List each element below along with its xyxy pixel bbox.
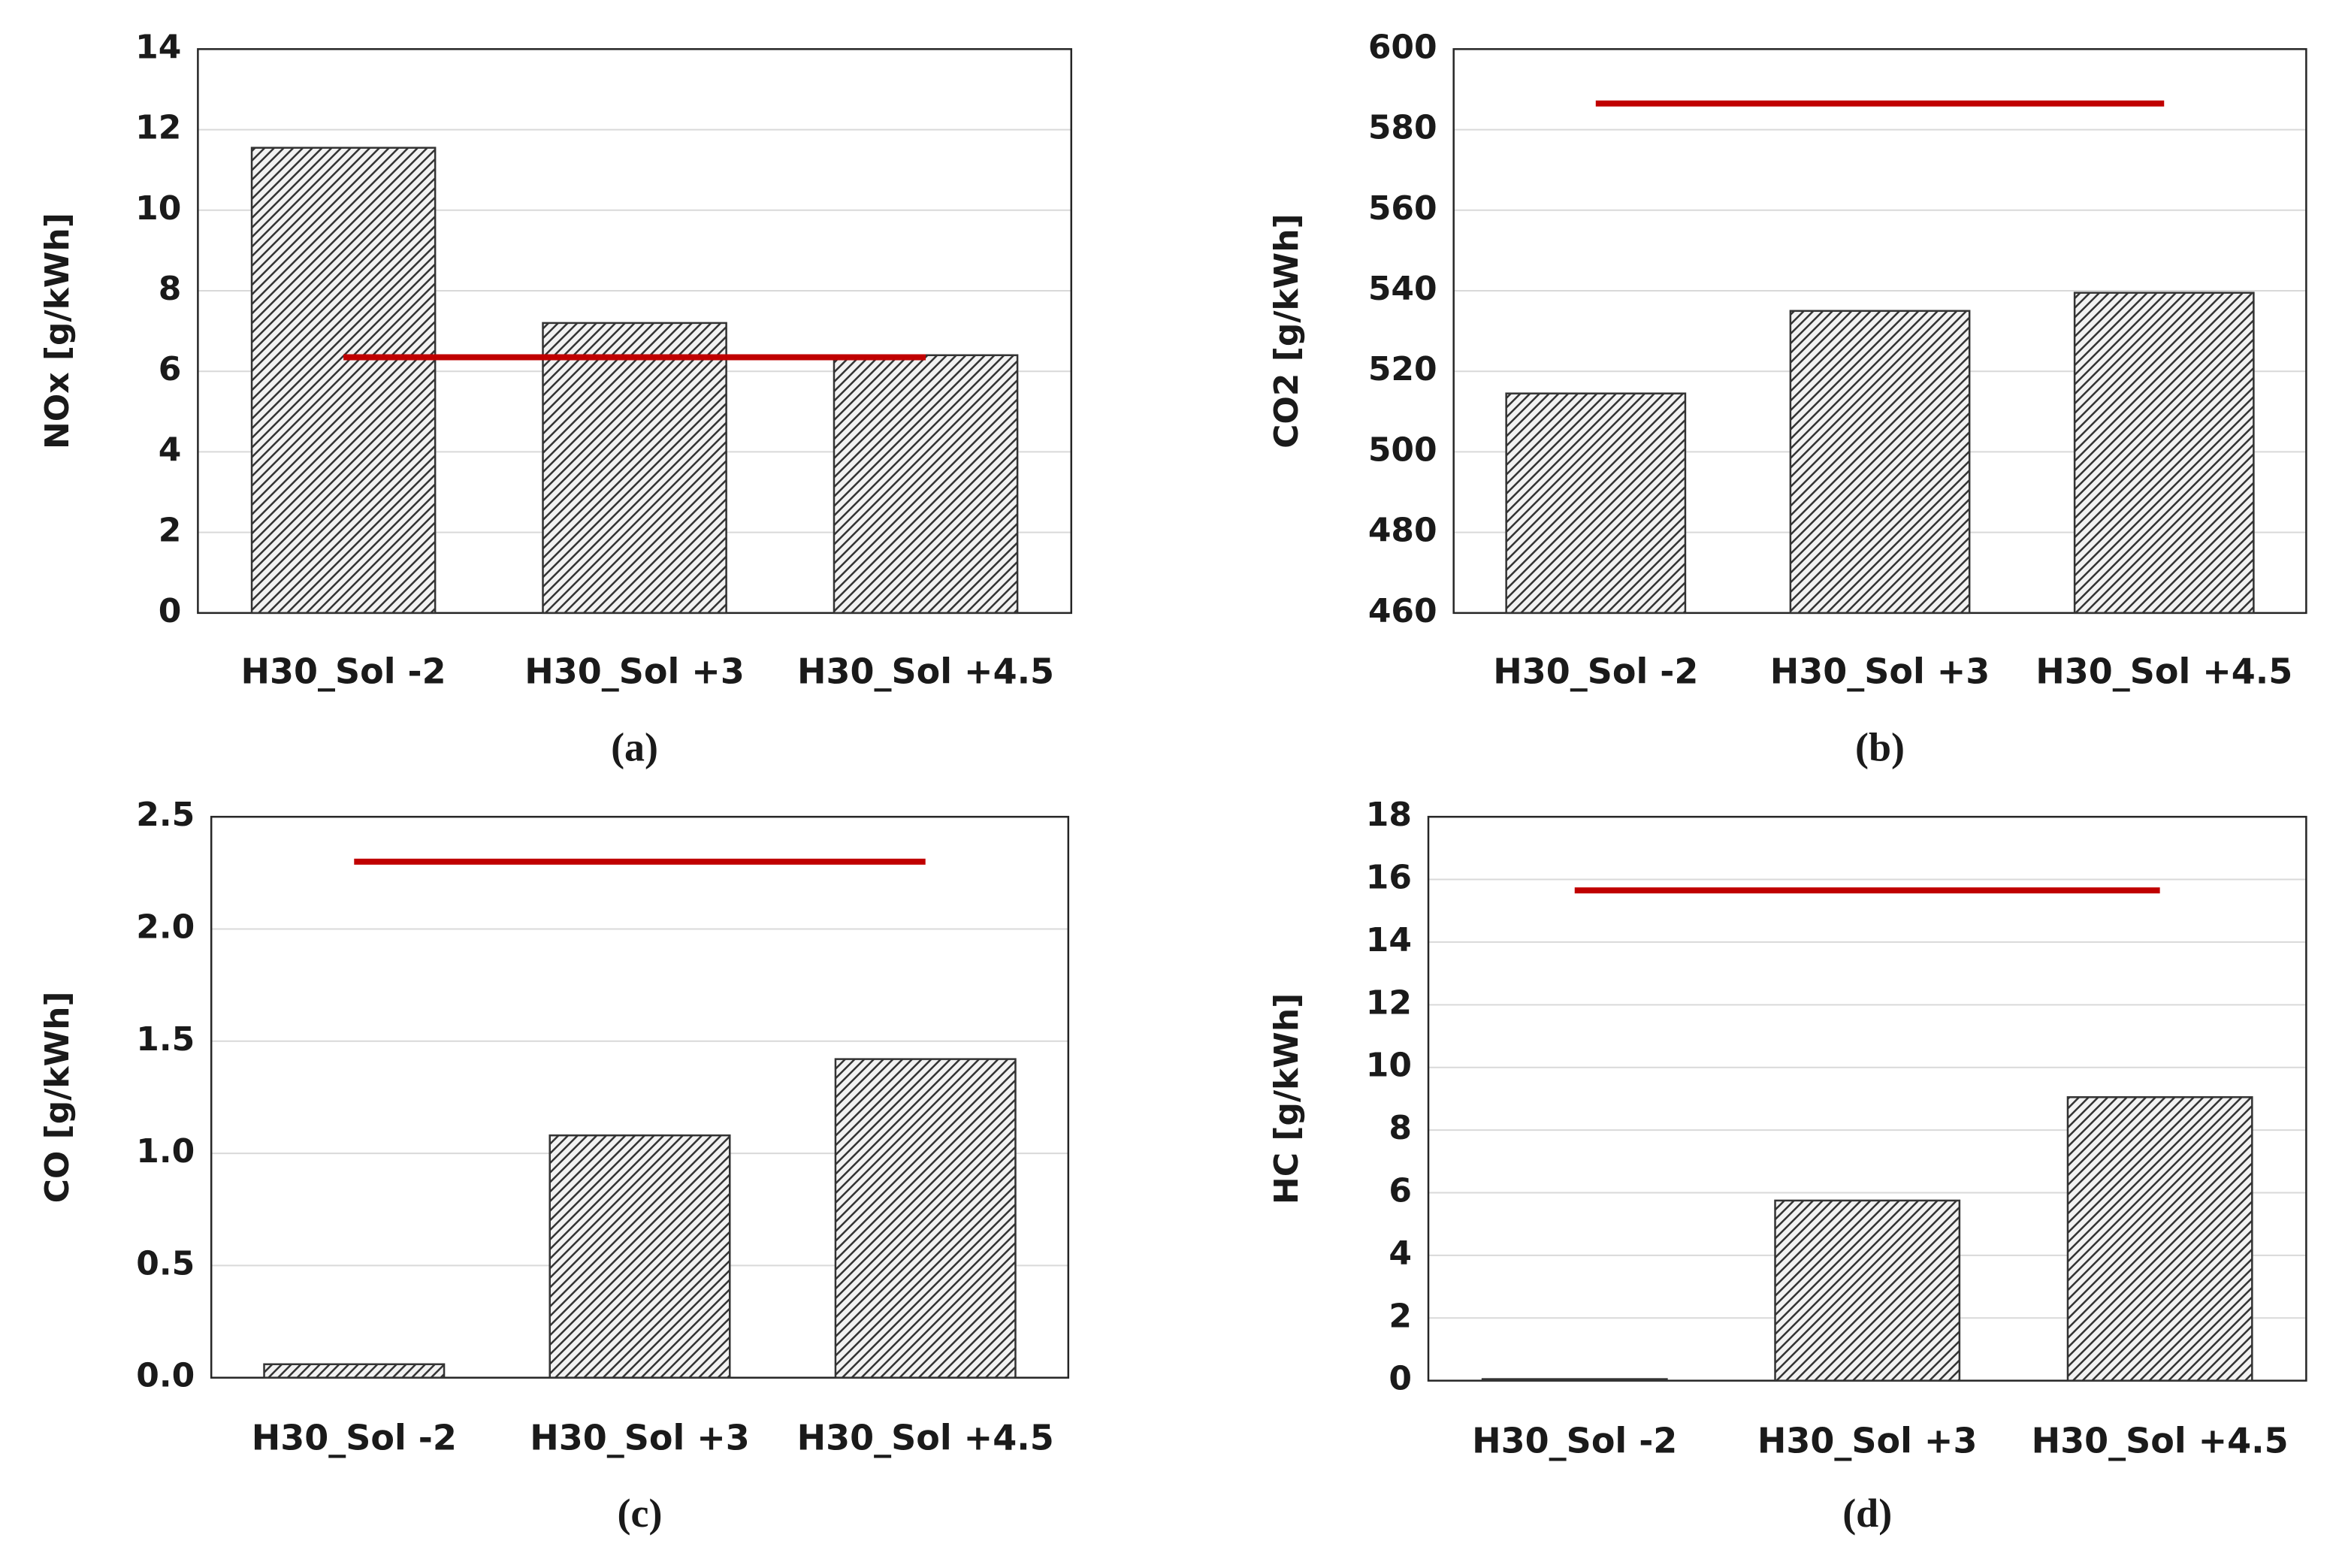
bar xyxy=(542,322,727,615)
y-tick-label: 12 xyxy=(1366,983,1412,1022)
bar xyxy=(548,1134,731,1379)
panel-caption: (a) xyxy=(611,724,658,769)
y-tick-label: 1.0 xyxy=(136,1132,195,1171)
y-tick-label: 10 xyxy=(1366,1047,1412,1085)
bar xyxy=(1774,1199,1961,1382)
x-tick-label: H30_Sol +3 xyxy=(524,651,745,692)
x-tick-label: H30_Sol +4.5 xyxy=(2035,651,2292,692)
x-tick-label: H30_Sol +3 xyxy=(530,1417,750,1458)
y-tick-label: 6 xyxy=(159,350,182,388)
y-tick-label: 0 xyxy=(1389,1360,1412,1398)
y-tick-label: 6 xyxy=(1389,1171,1412,1210)
y-tick-label: 8 xyxy=(1389,1109,1412,1147)
y-tick-label: 540 xyxy=(1368,270,1437,308)
y-tick-label: 18 xyxy=(1366,796,1412,834)
x-tick-label: H30_Sol +4.5 xyxy=(797,651,1054,692)
bar xyxy=(2066,1096,2253,1382)
bar xyxy=(2073,292,2255,615)
bar xyxy=(1481,1378,1668,1382)
bar xyxy=(250,147,437,615)
y-tick-label: 600 xyxy=(1368,28,1437,66)
y-tick-label: 4 xyxy=(159,431,182,469)
y-tick-label: 2 xyxy=(1389,1297,1412,1335)
y-tick-label: 460 xyxy=(1368,592,1437,630)
bar xyxy=(263,1363,446,1379)
y-axis-title: CO [g/kWh] xyxy=(38,991,77,1203)
x-tick-label: H30_Sol +4.5 xyxy=(2032,1420,2289,1461)
panel-caption: (b) xyxy=(1855,724,1905,769)
y-tick-label: 8 xyxy=(159,270,182,308)
y-tick-label: 480 xyxy=(1368,512,1437,550)
y-tick-label: 0 xyxy=(159,592,182,630)
x-tick-label: H30_Sol +3 xyxy=(1770,651,1990,692)
panel-caption: (c) xyxy=(618,1491,663,1536)
panel-caption: (d) xyxy=(1842,1491,1892,1536)
y-axis-title: NOx [g/kWh] xyxy=(38,213,77,449)
y-tick-label: 2.5 xyxy=(136,796,195,834)
x-tick-label: H30_Sol -2 xyxy=(1472,1420,1677,1461)
y-tick-label: 580 xyxy=(1368,109,1437,147)
bar xyxy=(834,1058,1017,1379)
x-tick-label: H30_Sol -2 xyxy=(241,651,446,692)
x-tick-label: H30_Sol -2 xyxy=(252,1417,457,1458)
y-tick-label: 0.0 xyxy=(136,1357,195,1395)
y-axis-title: HC [g/kWh] xyxy=(1268,993,1306,1204)
y-tick-label: 560 xyxy=(1368,189,1437,228)
y-tick-label: 16 xyxy=(1366,859,1412,897)
y-tick-label: 14 xyxy=(1366,921,1412,959)
y-tick-label: 4 xyxy=(1389,1234,1412,1273)
bar xyxy=(833,354,1019,615)
y-tick-label: 12 xyxy=(135,109,181,147)
x-tick-label: H30_Sol +3 xyxy=(1757,1420,1978,1461)
bar xyxy=(1789,310,1971,615)
bar xyxy=(1505,392,1687,615)
y-tick-label: 500 xyxy=(1368,431,1437,469)
y-tick-label: 2.0 xyxy=(136,908,195,946)
y-tick-label: 520 xyxy=(1368,350,1437,388)
y-axis-title: CO2 [g/kWh] xyxy=(1268,213,1306,449)
y-tick-label: 1.5 xyxy=(136,1020,195,1059)
x-tick-label: H30_Sol -2 xyxy=(1493,651,1698,692)
y-tick-label: 10 xyxy=(135,189,181,228)
y-tick-label: 2 xyxy=(159,512,182,550)
y-tick-label: 0.5 xyxy=(136,1244,195,1282)
x-tick-label: H30_Sol +4.5 xyxy=(797,1417,1054,1458)
y-tick-label: 14 xyxy=(135,28,181,66)
